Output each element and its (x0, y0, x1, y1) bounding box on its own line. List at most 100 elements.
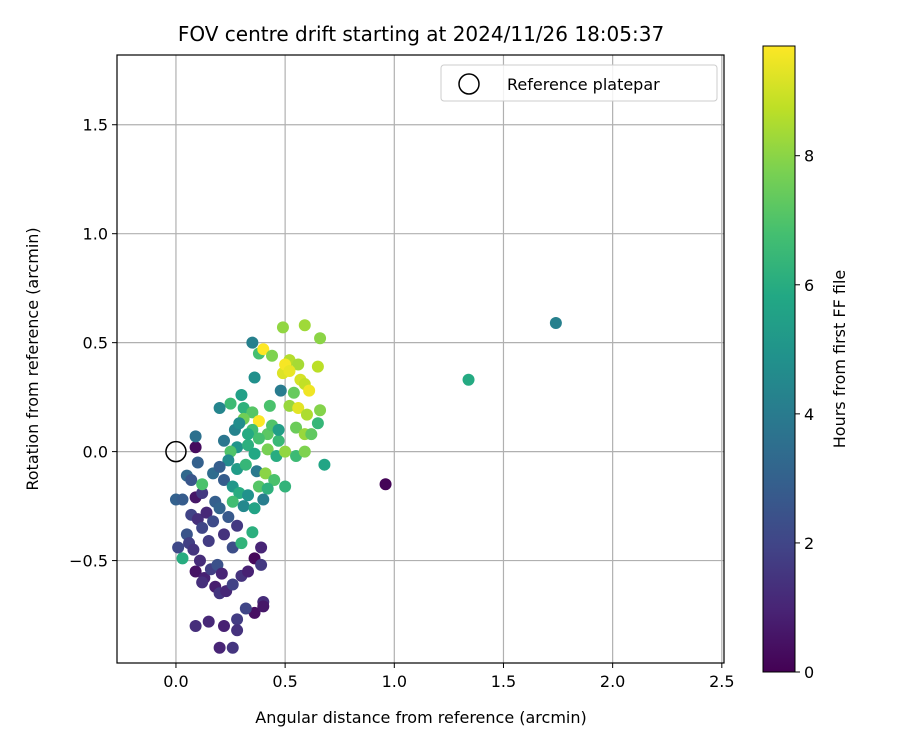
scatter-point (255, 558, 268, 571)
scatter-point (189, 430, 202, 443)
data-points (169, 317, 562, 654)
scatter-point (272, 434, 285, 447)
colorbar-label: Hours from first FF file (830, 270, 849, 449)
scatter-point (311, 417, 324, 430)
scatter-point (213, 402, 226, 415)
scatter-point (233, 417, 246, 430)
colorbar-tick-label: 0 (804, 663, 814, 682)
scatter-point (196, 576, 209, 589)
scatter-point (217, 528, 230, 541)
scatter-point (266, 349, 279, 362)
scatter-point (226, 641, 239, 654)
colorbar-tick-label: 8 (804, 147, 814, 166)
scatter-point (202, 615, 215, 628)
scatter-point (189, 441, 202, 454)
scatter-point (255, 541, 268, 554)
scatter-point (252, 432, 265, 445)
y-tick-label: 0.0 (83, 443, 108, 462)
scatter-point (172, 541, 185, 554)
colorbar (762, 45, 796, 673)
scatter-point (248, 502, 261, 515)
x-tick-label: 1.5 (491, 672, 516, 691)
scatter-point (263, 399, 276, 412)
scatter-point (231, 624, 244, 637)
scatter-point (305, 428, 318, 441)
legend-box (440, 64, 718, 102)
scatter-point (261, 482, 274, 495)
y-tick-label: 1.5 (83, 116, 108, 135)
scatter-point (283, 364, 296, 377)
scatter-point (276, 321, 289, 334)
scatter-point (222, 454, 235, 467)
y-axis-label: Rotation from reference (arcmin) (23, 227, 42, 490)
x-tick-label: 2.5 (709, 672, 734, 691)
scatter-point (235, 537, 248, 550)
scatter-point (237, 500, 250, 513)
y-tick-label: 1.0 (83, 225, 108, 244)
scatter-point (292, 358, 305, 371)
scatter-point (261, 443, 274, 456)
scatter-point (279, 480, 292, 493)
scatter-point (193, 554, 206, 567)
scatter-point (246, 406, 259, 419)
scatter-point (176, 493, 189, 506)
scatter-point (242, 439, 255, 452)
scatter-point (239, 602, 252, 615)
scatter-point (274, 384, 287, 397)
x-axis-label: Angular distance from reference (arcmin) (255, 708, 586, 727)
scatter-point (303, 384, 316, 397)
colorbar-tick-label: 6 (804, 276, 814, 295)
scatter-point (207, 515, 220, 528)
scatter-point (196, 521, 209, 534)
scatter-point (379, 478, 392, 491)
scatter-point (242, 489, 255, 502)
scatter-point (213, 460, 226, 473)
scatter-point (290, 421, 303, 434)
scatter-point (217, 473, 230, 486)
scatter-point (314, 332, 327, 345)
scatter-point (189, 565, 202, 578)
scatter-point (235, 388, 248, 401)
scatter-point (259, 467, 272, 480)
x-axis-ticks: 0.0 0.5 1.0 1.5 2.0 2.5 (163, 663, 735, 691)
scatter-point (231, 613, 244, 626)
scatter-point (176, 552, 189, 565)
scatter-point (215, 567, 228, 580)
scatter-point (257, 600, 270, 613)
scatter-point (226, 578, 239, 591)
y-axis-ticks: −0.5 0.0 0.5 1.0 1.5 (69, 116, 117, 571)
scatter-point (248, 371, 261, 384)
legend-open-circle-marker (458, 73, 480, 95)
scatter-point (185, 473, 198, 486)
scatter-point (246, 526, 259, 539)
scatter-point (224, 397, 237, 410)
scatter-point (242, 428, 255, 441)
scatter-point (257, 493, 270, 506)
scatter-point (213, 641, 226, 654)
scatter-point (189, 619, 202, 632)
scatter-point (268, 473, 281, 486)
chart-title: FOV centre drift starting at 2024/11/26 … (178, 22, 664, 46)
y-tick-label: −0.5 (69, 552, 108, 571)
legend-label: Reference platepar (507, 75, 660, 94)
scatter-point (257, 343, 270, 356)
scatter-point (298, 319, 311, 332)
scatter-point (200, 506, 213, 519)
scatter-point (300, 408, 313, 421)
scatter-point (217, 434, 230, 447)
scatter-point (217, 619, 230, 632)
legend: Reference platepar (440, 64, 718, 102)
plot-frame (116, 54, 725, 664)
x-tick-label: 0.5 (272, 672, 297, 691)
x-tick-label: 1.0 (382, 672, 407, 691)
scatter-point (196, 487, 209, 500)
scatter-point (239, 458, 252, 471)
scatter-point (462, 373, 475, 386)
scatter-point (231, 519, 244, 532)
scatter-point (292, 402, 305, 415)
scatter-point (314, 404, 327, 417)
scatter-point (298, 445, 311, 458)
scatter-point (191, 456, 204, 469)
scatter-point (248, 447, 261, 460)
scatter-point (226, 495, 239, 508)
